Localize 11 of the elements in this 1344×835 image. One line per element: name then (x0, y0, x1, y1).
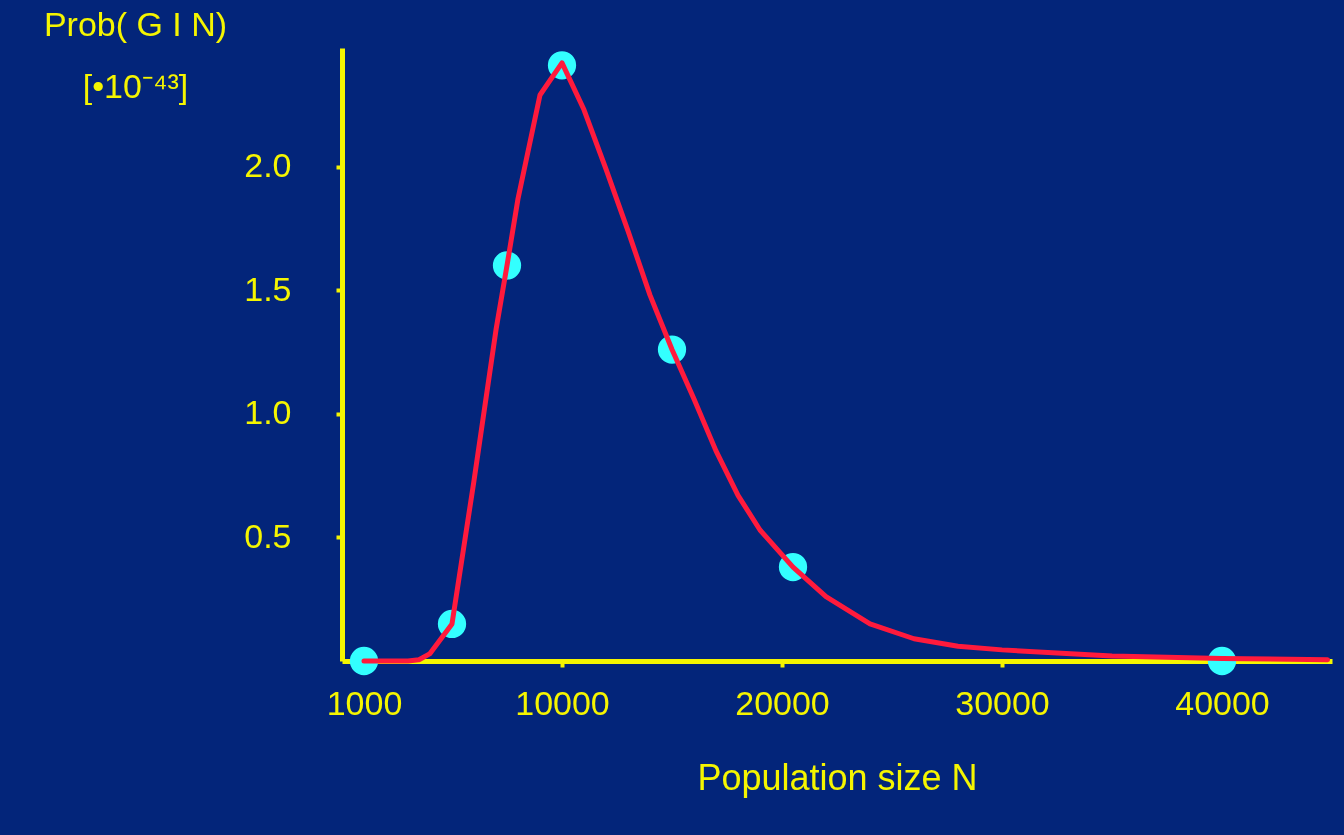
x-tick-label: 1000 (326, 683, 403, 722)
y-tick-label: 0.5 (244, 516, 292, 555)
x-tick-label: 10000 (515, 683, 610, 722)
y-axis-title: Prob( G I N) [•10⁻⁴³] (43, 4, 228, 105)
x-tick-label: 40000 (1175, 683, 1270, 722)
y-tick-label: 1.0 (244, 393, 292, 432)
y-tick-label: 1.5 (244, 269, 292, 308)
y-tick-label: 2.0 (244, 146, 292, 185)
x-tick-label: 30000 (955, 683, 1050, 722)
x-axis-title: Population size N (697, 756, 978, 798)
x-tick-label: 20000 (735, 683, 830, 722)
